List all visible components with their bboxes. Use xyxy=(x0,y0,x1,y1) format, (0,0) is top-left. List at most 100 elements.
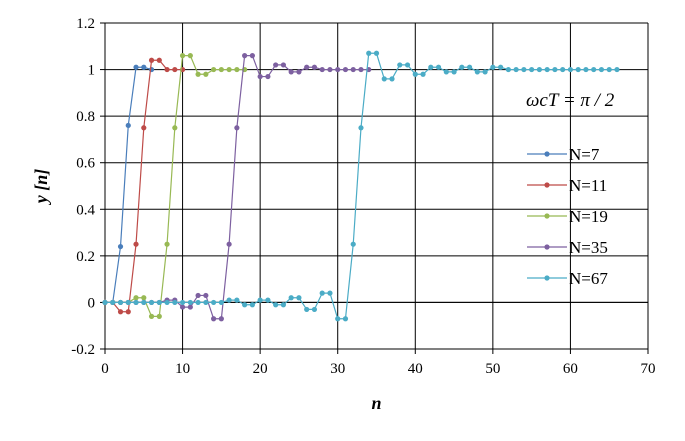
data-point xyxy=(117,299,124,306)
data-point xyxy=(179,53,186,59)
data-point xyxy=(125,122,131,129)
data-point xyxy=(187,53,193,59)
data-point xyxy=(164,66,170,73)
legend-label: N=35 xyxy=(569,238,608,257)
data-point xyxy=(404,62,411,68)
data-point xyxy=(242,302,248,308)
x-tick-label: 40 xyxy=(408,361,423,377)
x-tick-label: 50 xyxy=(485,361,500,377)
data-point xyxy=(242,53,248,59)
data-point xyxy=(342,316,349,322)
data-point xyxy=(280,302,287,308)
data-point xyxy=(358,125,364,131)
data-point xyxy=(389,76,395,82)
data-point xyxy=(257,73,263,80)
grid-lines xyxy=(105,22,649,350)
data-point xyxy=(102,299,108,306)
data-point xyxy=(172,299,178,306)
data-point xyxy=(218,66,224,73)
data-point xyxy=(288,295,294,301)
data-point xyxy=(179,299,186,306)
data-point xyxy=(141,299,147,306)
data-point xyxy=(358,66,364,73)
data-point xyxy=(156,313,162,319)
x-tick-label: 70 xyxy=(641,361,656,377)
legend-swatch-marker xyxy=(544,213,550,219)
data-point xyxy=(397,62,403,68)
data-point xyxy=(234,66,240,73)
legend-item: N=67 xyxy=(527,269,608,288)
data-point xyxy=(234,297,240,303)
data-point xyxy=(226,66,232,73)
data-point xyxy=(265,297,271,303)
data-point xyxy=(319,290,325,296)
legend-swatch-marker xyxy=(544,151,550,157)
series-group xyxy=(102,50,620,322)
data-point xyxy=(536,66,543,73)
data-point xyxy=(459,64,465,70)
data-point xyxy=(133,295,139,301)
data-point xyxy=(117,243,124,250)
data-point xyxy=(133,299,139,306)
data-point xyxy=(203,71,209,77)
data-point xyxy=(490,64,496,70)
data-point xyxy=(218,299,224,306)
data-point xyxy=(466,64,473,70)
data-point xyxy=(133,241,139,247)
data-point xyxy=(125,309,131,315)
series-N=67 xyxy=(102,50,620,322)
data-point xyxy=(187,304,193,310)
data-point xyxy=(366,50,372,56)
data-point xyxy=(257,297,263,303)
data-point xyxy=(350,241,356,247)
data-point xyxy=(172,66,178,73)
data-point xyxy=(513,66,519,73)
legend: N=7 N=11 N=19 N=35 N=67 xyxy=(527,145,608,288)
data-point xyxy=(350,66,356,73)
data-point xyxy=(117,309,124,315)
data-point xyxy=(591,66,597,73)
data-point xyxy=(195,299,201,306)
data-point xyxy=(195,292,201,299)
legend-swatch-marker xyxy=(544,182,550,188)
data-point xyxy=(187,299,193,306)
data-point xyxy=(203,292,209,299)
y-tick-label: 0.4 xyxy=(76,202,95,218)
data-point xyxy=(560,66,566,73)
data-point xyxy=(148,299,155,306)
data-point xyxy=(428,64,434,70)
tick-labels: 0 10 20 30 40 50 60 70 -0.2 0 0.2 0.4 0.6 0.8 1 1.2 xyxy=(71,16,655,377)
x-tick-label: 20 xyxy=(253,361,268,377)
x-tick-label: 30 xyxy=(330,361,345,377)
data-point xyxy=(327,290,333,296)
data-point xyxy=(296,69,302,75)
data-point xyxy=(505,66,511,73)
data-point xyxy=(164,299,170,306)
legend-swatch-marker xyxy=(544,275,550,281)
data-point xyxy=(474,69,480,75)
data-point xyxy=(234,125,240,131)
data-point xyxy=(172,125,178,131)
data-point xyxy=(211,316,217,322)
y-tick-label: 1.2 xyxy=(76,16,95,32)
y-tick-label: 0.8 xyxy=(76,109,95,125)
data-point xyxy=(265,73,271,80)
data-point xyxy=(443,69,449,75)
data-point xyxy=(148,57,155,63)
data-point xyxy=(498,64,504,70)
y-axis-label: y [n] xyxy=(31,169,51,206)
series-N=35 xyxy=(102,53,372,322)
data-point xyxy=(412,71,418,77)
data-point xyxy=(435,64,442,70)
y-tick-label: 0.2 xyxy=(76,249,95,265)
series-line xyxy=(105,54,369,320)
data-point xyxy=(148,313,155,319)
data-point xyxy=(288,69,294,75)
y-tick-label: 1 xyxy=(88,63,96,79)
data-point xyxy=(381,76,387,82)
data-point xyxy=(211,299,217,306)
data-point xyxy=(451,69,457,75)
y-tick-label: -0.2 xyxy=(71,342,95,358)
legend-label: N=19 xyxy=(569,207,608,226)
